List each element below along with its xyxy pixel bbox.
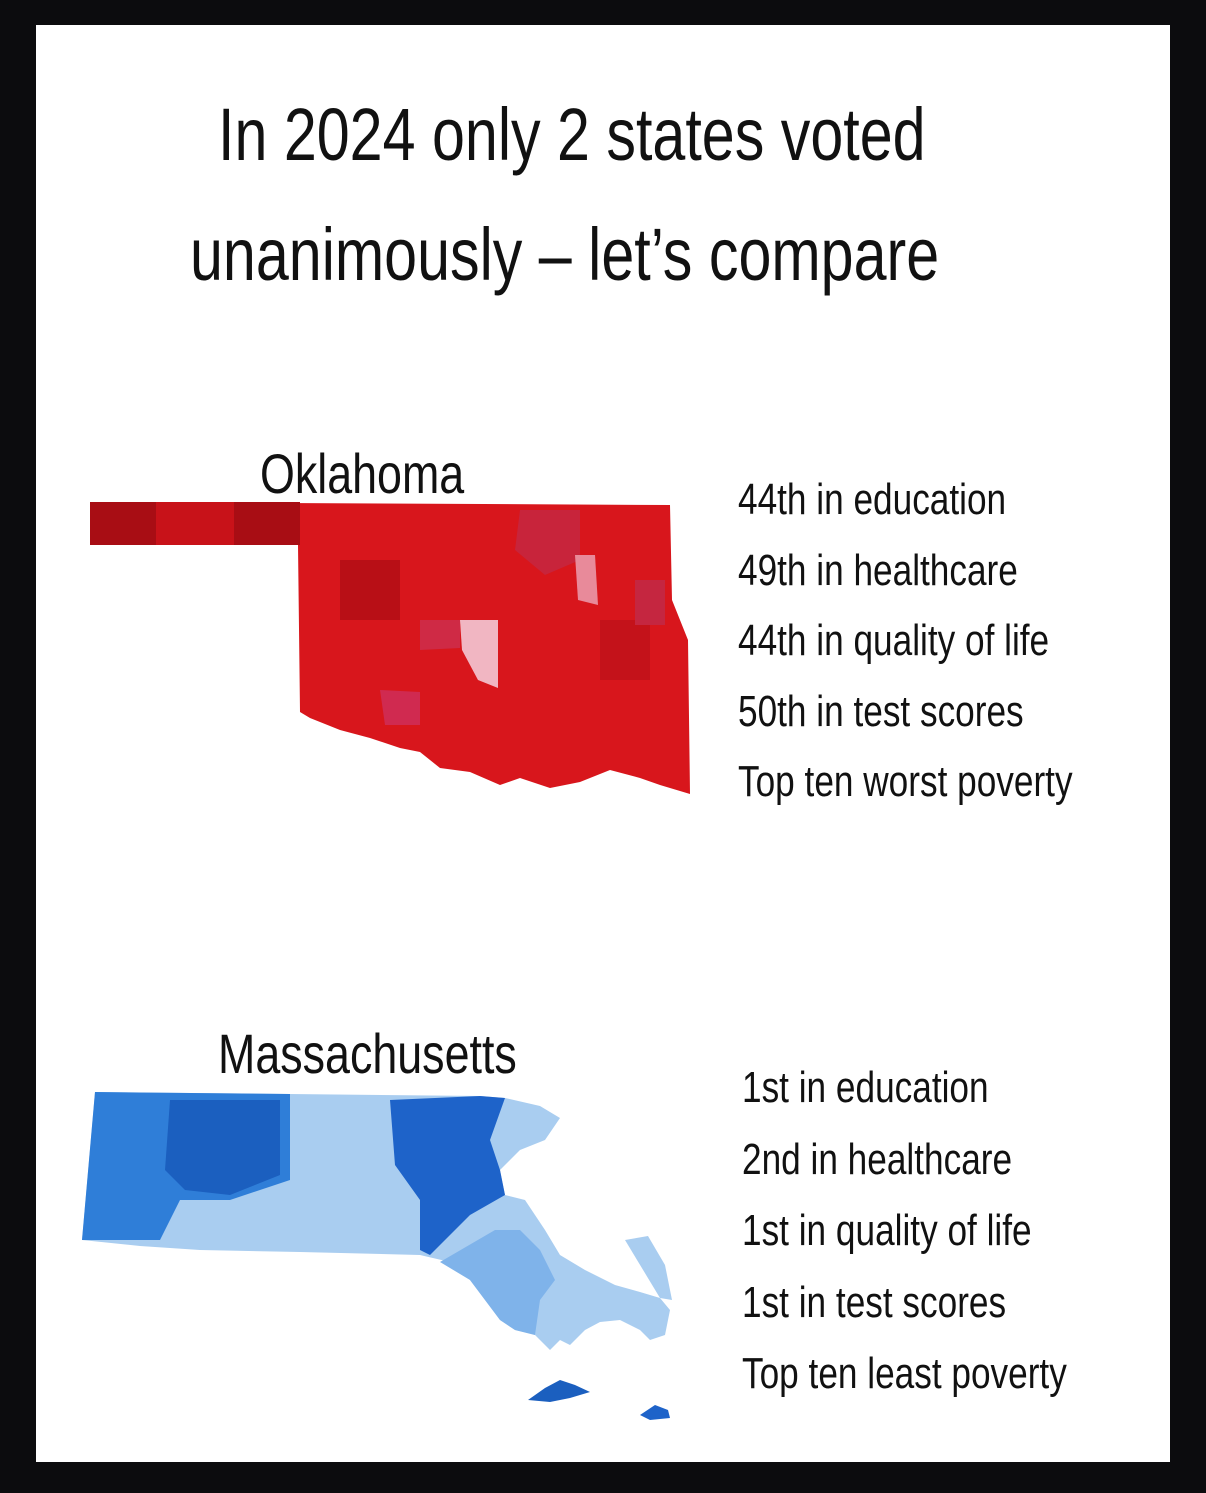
fact: Top ten least poverty xyxy=(742,1349,1067,1398)
fact: 1st in quality of life xyxy=(742,1206,1032,1255)
fact: 1st in education xyxy=(742,1063,989,1112)
oklahoma-shape xyxy=(90,502,690,794)
fact: Top ten worst poverty xyxy=(738,757,1073,806)
ma-region xyxy=(165,1100,280,1195)
title-line: unanimously – let’s compare xyxy=(190,213,940,296)
county xyxy=(90,502,156,545)
oklahoma-map xyxy=(90,502,690,794)
county xyxy=(635,580,665,625)
county xyxy=(156,502,234,545)
ma-region xyxy=(625,1236,672,1300)
fact: 50th in test scores xyxy=(738,686,1024,736)
fact: 1st in test scores xyxy=(742,1277,1007,1327)
fact: 44th in quality of life xyxy=(738,616,1050,665)
massachusetts-map xyxy=(82,1092,672,1420)
state-name: Oklahoma xyxy=(260,442,465,505)
county xyxy=(460,620,498,688)
fact: 44th in education xyxy=(738,475,1007,524)
county xyxy=(515,510,580,575)
county xyxy=(380,690,420,725)
title-line: In 2024 only 2 states voted xyxy=(218,93,926,176)
county xyxy=(575,555,598,605)
ma-island xyxy=(528,1380,590,1402)
ma-island xyxy=(640,1405,670,1420)
fact: 49th in healthcare xyxy=(738,545,1018,595)
county xyxy=(420,620,460,650)
ma-region xyxy=(390,1096,505,1255)
ma-region xyxy=(440,1230,555,1335)
county xyxy=(600,620,650,680)
fact: 2nd in healthcare xyxy=(742,1134,1013,1184)
county xyxy=(340,560,400,620)
state-name: Massachusetts xyxy=(218,1022,517,1085)
county xyxy=(234,502,300,545)
